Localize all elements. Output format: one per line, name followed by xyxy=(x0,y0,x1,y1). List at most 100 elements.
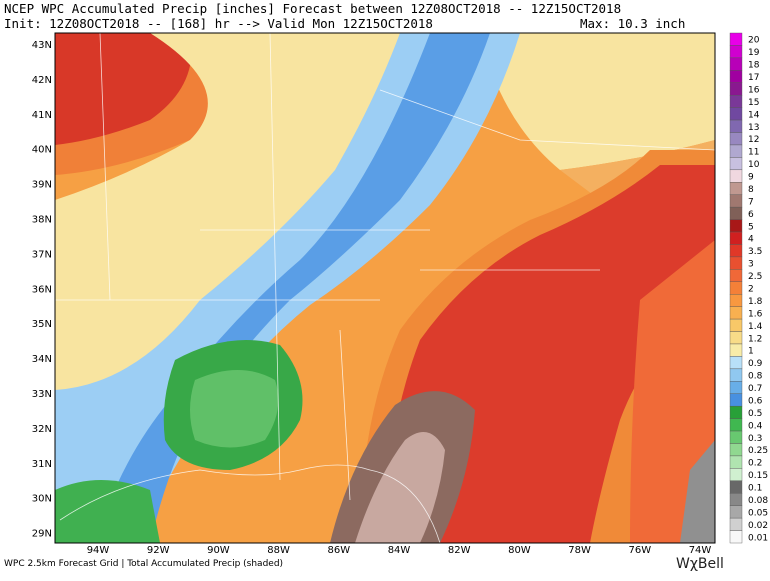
lon-label: 88W xyxy=(267,545,290,556)
legend-label: 8 xyxy=(748,185,754,195)
footer: WPC 2.5km Forecast Grid | Total Accumula… xyxy=(4,559,283,569)
lat-label: 41N xyxy=(32,110,52,121)
legend-swatch xyxy=(729,70,743,83)
header-line2: Init: 12Z08OCT2018 -- [168] hr --> Valid… xyxy=(4,16,433,31)
lat-label: 32N xyxy=(32,424,52,435)
lon-label: 94W xyxy=(87,545,110,556)
legend-swatch xyxy=(729,57,743,71)
legend-label: 0.15 xyxy=(748,471,768,481)
legend-label: 1.8 xyxy=(748,297,763,307)
legend-label: 3 xyxy=(748,260,754,270)
legend-swatch xyxy=(729,517,743,531)
legend-label: 20 xyxy=(748,36,760,46)
lat-label: 31N xyxy=(32,459,52,470)
legend-swatch xyxy=(729,32,743,46)
legend-label: 16 xyxy=(748,85,760,95)
header-max: Max: 10.3 inch xyxy=(580,16,685,31)
legend-label: 15 xyxy=(748,98,759,108)
legend-label: 0.6 xyxy=(748,396,763,406)
legend-label: 0.01 xyxy=(748,533,768,543)
lat-label: 42N xyxy=(32,75,52,86)
legend-label: 1.2 xyxy=(748,334,762,344)
legend-swatch xyxy=(729,256,743,270)
lat-label: 35N xyxy=(32,319,52,330)
legend-swatch xyxy=(729,331,743,345)
legend-label: 11 xyxy=(748,148,759,158)
legend-label: 2.5 xyxy=(748,272,762,282)
legend-label: 17 xyxy=(748,73,759,83)
legend-swatch xyxy=(729,94,743,108)
legend-swatch xyxy=(729,132,743,146)
map xyxy=(55,33,715,543)
header-line1: NCEP WPC Accumulated Precip [inches] For… xyxy=(4,1,621,16)
legend-swatch xyxy=(729,107,743,121)
lat-label: 40N xyxy=(32,145,52,156)
legend-swatch xyxy=(729,356,743,370)
legend-swatch xyxy=(729,157,743,171)
legend-label: 1 xyxy=(748,347,754,357)
legend-swatch xyxy=(729,219,743,233)
legend-label: 0.3 xyxy=(748,434,762,444)
lon-label: 78W xyxy=(568,545,591,556)
logo: WχBell xyxy=(676,556,724,572)
legend-swatch xyxy=(729,194,743,208)
legend-label: 19 xyxy=(748,48,760,58)
legend-label: 2 xyxy=(748,285,754,295)
legend-label: 7 xyxy=(748,197,754,207)
legend-label: 0.8 xyxy=(748,372,763,382)
legend-label: 14 xyxy=(748,110,760,120)
legend-swatch xyxy=(729,505,743,519)
lon-label: 74W xyxy=(689,545,712,556)
legend-label: 0.7 xyxy=(748,384,762,394)
legend-swatch xyxy=(729,244,743,258)
lon-label: 84W xyxy=(388,545,411,556)
legend-swatch xyxy=(729,343,743,357)
legend-swatch xyxy=(729,405,743,419)
lon-label: 76W xyxy=(628,545,651,556)
legend-label: 0.05 xyxy=(748,508,768,518)
legend-label: 10 xyxy=(748,160,760,170)
lat-label: 33N xyxy=(32,389,52,400)
legend-swatch xyxy=(729,231,743,245)
lon-label: 92W xyxy=(147,545,170,556)
legend-label: 0.9 xyxy=(748,359,763,369)
legend-label: 0.25 xyxy=(748,446,768,456)
legend-swatch xyxy=(729,368,743,382)
lon-label: 82W xyxy=(448,545,471,556)
legend-label: 0.4 xyxy=(748,421,763,431)
legend-swatch xyxy=(729,430,743,444)
lat-label: 36N xyxy=(32,284,52,295)
legend-swatch xyxy=(729,269,743,282)
lat-label: 37N xyxy=(32,249,52,260)
map-frame xyxy=(54,32,716,544)
legend-swatch xyxy=(729,480,743,494)
legend-swatch xyxy=(729,206,743,220)
legend-label: 3.5 xyxy=(748,247,762,257)
legend-swatch xyxy=(729,468,743,482)
legend-swatch xyxy=(729,530,743,544)
legend-swatch xyxy=(729,306,743,320)
legend-swatch xyxy=(729,493,743,506)
legend-label: 5 xyxy=(748,222,754,232)
legend-swatch xyxy=(729,169,743,183)
lon-label: 86W xyxy=(327,545,350,556)
legend-swatch xyxy=(729,144,743,158)
legend-label: 0.5 xyxy=(748,409,762,419)
legend-swatch xyxy=(729,281,743,295)
legend-swatch xyxy=(729,393,743,407)
legend-label: 9 xyxy=(748,173,754,183)
lon-label: 80W xyxy=(508,545,531,556)
lat-label: 39N xyxy=(32,180,52,191)
legend-label: 6 xyxy=(748,210,754,220)
legend-swatch xyxy=(729,182,743,195)
lat-label: 43N xyxy=(32,40,52,51)
legend-swatch xyxy=(729,318,743,332)
lon-label: 90W xyxy=(207,545,230,556)
legend-label: 0.1 xyxy=(748,484,762,494)
legend-label: 13 xyxy=(748,123,759,133)
legend-swatch xyxy=(729,381,743,394)
legend-swatch xyxy=(729,82,743,96)
legend-label: 4 xyxy=(748,235,754,245)
legend-label: 0.2 xyxy=(748,459,762,469)
legend: 20 19 18 17 16 15 14 13 12 11 10 9 8 7 6 5 4 3.5 3 2.5 2 1.8 1… xyxy=(729,32,768,544)
